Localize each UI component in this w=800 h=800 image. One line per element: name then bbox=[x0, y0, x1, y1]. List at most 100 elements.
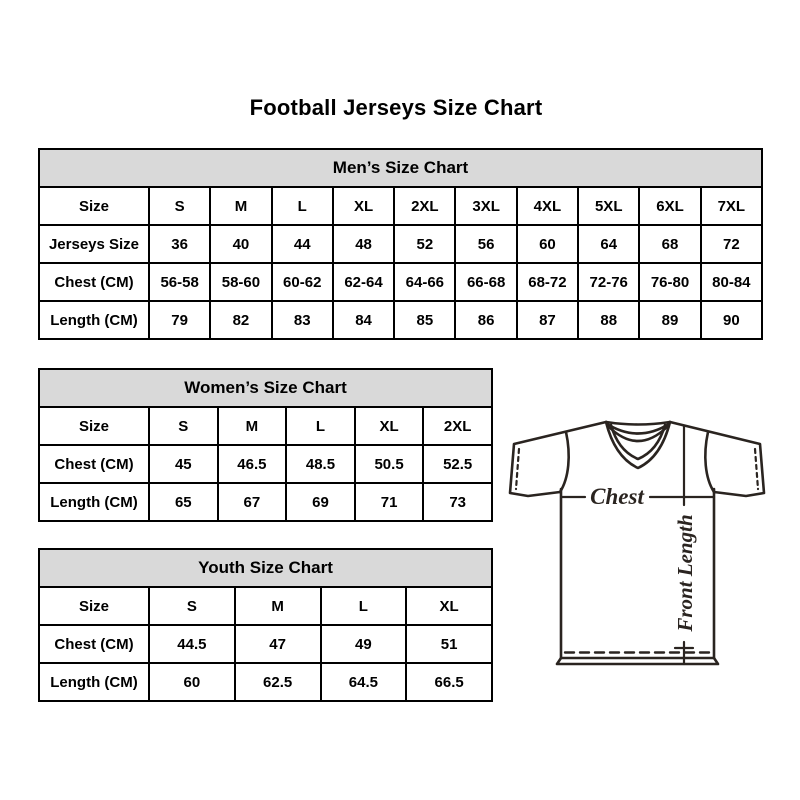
table-title: Women’s Size Chart bbox=[38, 368, 493, 408]
row-label-cell: Chest (CM) bbox=[38, 624, 150, 664]
table-row: Chest (CM) 56-58 58-60 60-62 62-64 64-66 66-68… bbox=[38, 262, 764, 302]
row-label-cell: Chest (CM) bbox=[38, 262, 150, 302]
jersey-measurement-diagram: Chest Front Length bbox=[508, 420, 766, 666]
value-cell: 49 bbox=[319, 624, 408, 664]
value-cell: 64-66 bbox=[393, 262, 457, 302]
value-cell: 2XL bbox=[393, 186, 457, 226]
table-header-row: Youth Size Chart bbox=[38, 548, 493, 588]
value-cell: 66-68 bbox=[454, 262, 518, 302]
value-cell: 65 bbox=[148, 482, 219, 522]
row-label-cell: Size bbox=[38, 186, 150, 226]
value-cell: 80-84 bbox=[699, 262, 764, 302]
left-cuff-stitch-line bbox=[514, 447, 521, 491]
table-row: Jerseys Size 36 40 44 48 52 56 60 64 68 72 bbox=[38, 224, 764, 264]
value-cell: 60-62 bbox=[270, 262, 334, 302]
value-cell: 44 bbox=[270, 224, 334, 264]
value-cell: 86 bbox=[454, 300, 518, 340]
value-cell: 69 bbox=[285, 482, 356, 522]
value-cell: 84 bbox=[331, 300, 396, 340]
value-cell: S bbox=[148, 406, 219, 446]
value-cell: 88 bbox=[577, 300, 641, 340]
table-row: Chest (CM) 45 46.5 48.5 50.5 52.5 bbox=[38, 444, 493, 484]
value-cell: L bbox=[270, 186, 334, 226]
value-cell: 40 bbox=[209, 224, 273, 264]
value-cell: L bbox=[319, 586, 408, 626]
value-cell: M bbox=[233, 586, 322, 626]
value-cell: 50.5 bbox=[353, 444, 425, 484]
value-cell: 6XL bbox=[638, 186, 702, 226]
value-cell: 56-58 bbox=[147, 262, 212, 302]
value-cell: 3XL bbox=[454, 186, 518, 226]
value-cell: 56 bbox=[454, 224, 518, 264]
front-length-measure-label: Front Length bbox=[673, 514, 697, 632]
value-cell: 4XL bbox=[515, 186, 580, 226]
front-length-measure-line bbox=[673, 424, 695, 666]
value-cell: 5XL bbox=[577, 186, 641, 226]
value-cell: 46.5 bbox=[216, 444, 288, 484]
row-label-cell: Chest (CM) bbox=[38, 444, 150, 484]
table-row: Length (CM) 60 62.5 64.5 66.5 bbox=[38, 662, 493, 702]
row-label-cell: Length (CM) bbox=[38, 662, 150, 702]
value-cell: 68 bbox=[638, 224, 702, 264]
row-label-cell: Length (CM) bbox=[38, 482, 150, 522]
value-cell: 90 bbox=[699, 300, 764, 340]
value-cell: 7XL bbox=[699, 186, 764, 226]
jersey-vneck-outer bbox=[604, 420, 672, 470]
jersey-left-seam bbox=[558, 430, 570, 494]
youth-size-chart-table: Youth Size Chart Size S M L XL Chest (CM) 44.5 4… bbox=[38, 548, 493, 702]
value-cell: M bbox=[209, 186, 273, 226]
table-header-row: Men’s Size Chart bbox=[38, 148, 763, 188]
value-cell: 60 bbox=[515, 224, 580, 264]
table-row: Length (CM) 65 67 69 71 73 bbox=[38, 482, 493, 522]
value-cell: 85 bbox=[393, 300, 457, 340]
chest-measure-label: Chest bbox=[590, 484, 644, 509]
value-cell: 62-64 bbox=[331, 262, 396, 302]
value-cell: 62.5 bbox=[233, 662, 322, 702]
table-row: Size S M L XL bbox=[38, 586, 493, 626]
value-cell: 83 bbox=[270, 300, 334, 340]
value-cell: 36 bbox=[147, 224, 212, 264]
value-cell: XL bbox=[331, 186, 396, 226]
right-cuff-stitch-line bbox=[753, 447, 760, 491]
value-cell: 72-76 bbox=[577, 262, 641, 302]
size-table: Youth Size Chart Size S M L XL Chest (CM) 44.5 4… bbox=[38, 548, 493, 702]
table-title: Men’s Size Chart bbox=[38, 148, 763, 188]
womens-size-chart-table: Women’s Size Chart Size S M L XL 2XL Chest (CM)… bbox=[38, 368, 493, 522]
jersey-left-sleeve bbox=[508, 420, 608, 498]
value-cell: 2XL bbox=[422, 406, 493, 446]
value-cell: S bbox=[147, 186, 212, 226]
jersey-vneck-inner bbox=[609, 423, 667, 461]
value-cell: 58-60 bbox=[209, 262, 273, 302]
row-label-cell: Size bbox=[38, 586, 150, 626]
table-title: Youth Size Chart bbox=[38, 548, 493, 588]
table-row: Size S M L XL 2XL 3XL 4XL 5XL 6XL 7XL bbox=[38, 186, 764, 226]
value-cell: 52 bbox=[393, 224, 457, 264]
value-cell: 51 bbox=[405, 624, 493, 664]
value-cell: 52.5 bbox=[422, 444, 493, 484]
value-cell: XL bbox=[353, 406, 425, 446]
jersey-body-sides bbox=[559, 487, 716, 660]
value-cell: 47 bbox=[233, 624, 322, 664]
size-table: Men’s Size Chart Size S M L XL 2XL 3XL 4XL 5XL 6XL… bbox=[38, 148, 764, 340]
table-row: Chest (CM) 44.5 47 49 51 bbox=[38, 624, 493, 664]
value-cell: 64.5 bbox=[319, 662, 408, 702]
value-cell: 71 bbox=[353, 482, 425, 522]
jersey-hem bbox=[555, 656, 720, 666]
value-cell: 87 bbox=[515, 300, 580, 340]
row-label-cell: Jerseys Size bbox=[38, 224, 150, 264]
value-cell: M bbox=[216, 406, 288, 446]
value-cell: 73 bbox=[422, 482, 493, 522]
row-label-cell: Size bbox=[38, 406, 150, 446]
value-cell: 48 bbox=[331, 224, 396, 264]
jersey-right-sleeve bbox=[668, 420, 766, 498]
table-header-row: Women’s Size Chart bbox=[38, 368, 493, 408]
value-cell: 82 bbox=[209, 300, 273, 340]
value-cell: L bbox=[285, 406, 356, 446]
value-cell: 89 bbox=[638, 300, 702, 340]
value-cell: S bbox=[148, 586, 236, 626]
table-row: Size S M L XL 2XL bbox=[38, 406, 493, 446]
value-cell: 44.5 bbox=[148, 624, 236, 664]
row-label-cell: Length (CM) bbox=[38, 300, 150, 340]
table-row: Length (CM) 79 82 83 84 85 86 87 88 89 90 bbox=[38, 300, 764, 340]
